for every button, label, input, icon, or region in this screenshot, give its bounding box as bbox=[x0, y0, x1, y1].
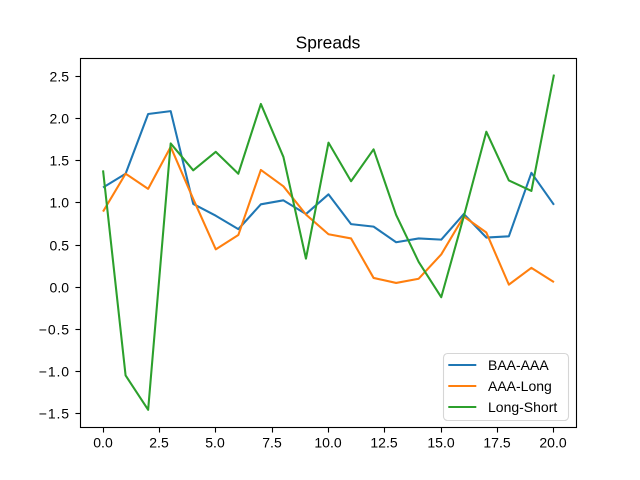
svg-text:Spreads: Spreads bbox=[296, 32, 361, 52]
svg-text:0.0: 0.0 bbox=[93, 435, 113, 451]
svg-text:15.0: 15.0 bbox=[427, 435, 454, 451]
svg-text:−1.0: −1.0 bbox=[39, 363, 69, 379]
svg-text:20.0: 20.0 bbox=[539, 435, 566, 451]
svg-text:BAA-AAA: BAA-AAA bbox=[488, 357, 549, 373]
svg-text:2.0: 2.0 bbox=[50, 110, 70, 126]
svg-text:12.5: 12.5 bbox=[370, 435, 397, 451]
svg-text:0.5: 0.5 bbox=[50, 237, 70, 253]
svg-text:−0.5: −0.5 bbox=[39, 321, 69, 337]
svg-text:AAA-Long: AAA-Long bbox=[488, 378, 552, 394]
svg-text:2.5: 2.5 bbox=[149, 435, 169, 451]
svg-text:7.5: 7.5 bbox=[262, 435, 282, 451]
svg-text:0.0: 0.0 bbox=[50, 279, 70, 295]
svg-text:−1.5: −1.5 bbox=[39, 405, 69, 421]
svg-text:2.5: 2.5 bbox=[50, 68, 70, 84]
svg-text:1.5: 1.5 bbox=[50, 152, 70, 168]
svg-text:Long-Short: Long-Short bbox=[488, 399, 557, 415]
svg-text:10.0: 10.0 bbox=[314, 435, 341, 451]
svg-text:17.5: 17.5 bbox=[483, 435, 510, 451]
svg-text:5.0: 5.0 bbox=[205, 435, 225, 451]
svg-text:1.0: 1.0 bbox=[50, 194, 70, 210]
